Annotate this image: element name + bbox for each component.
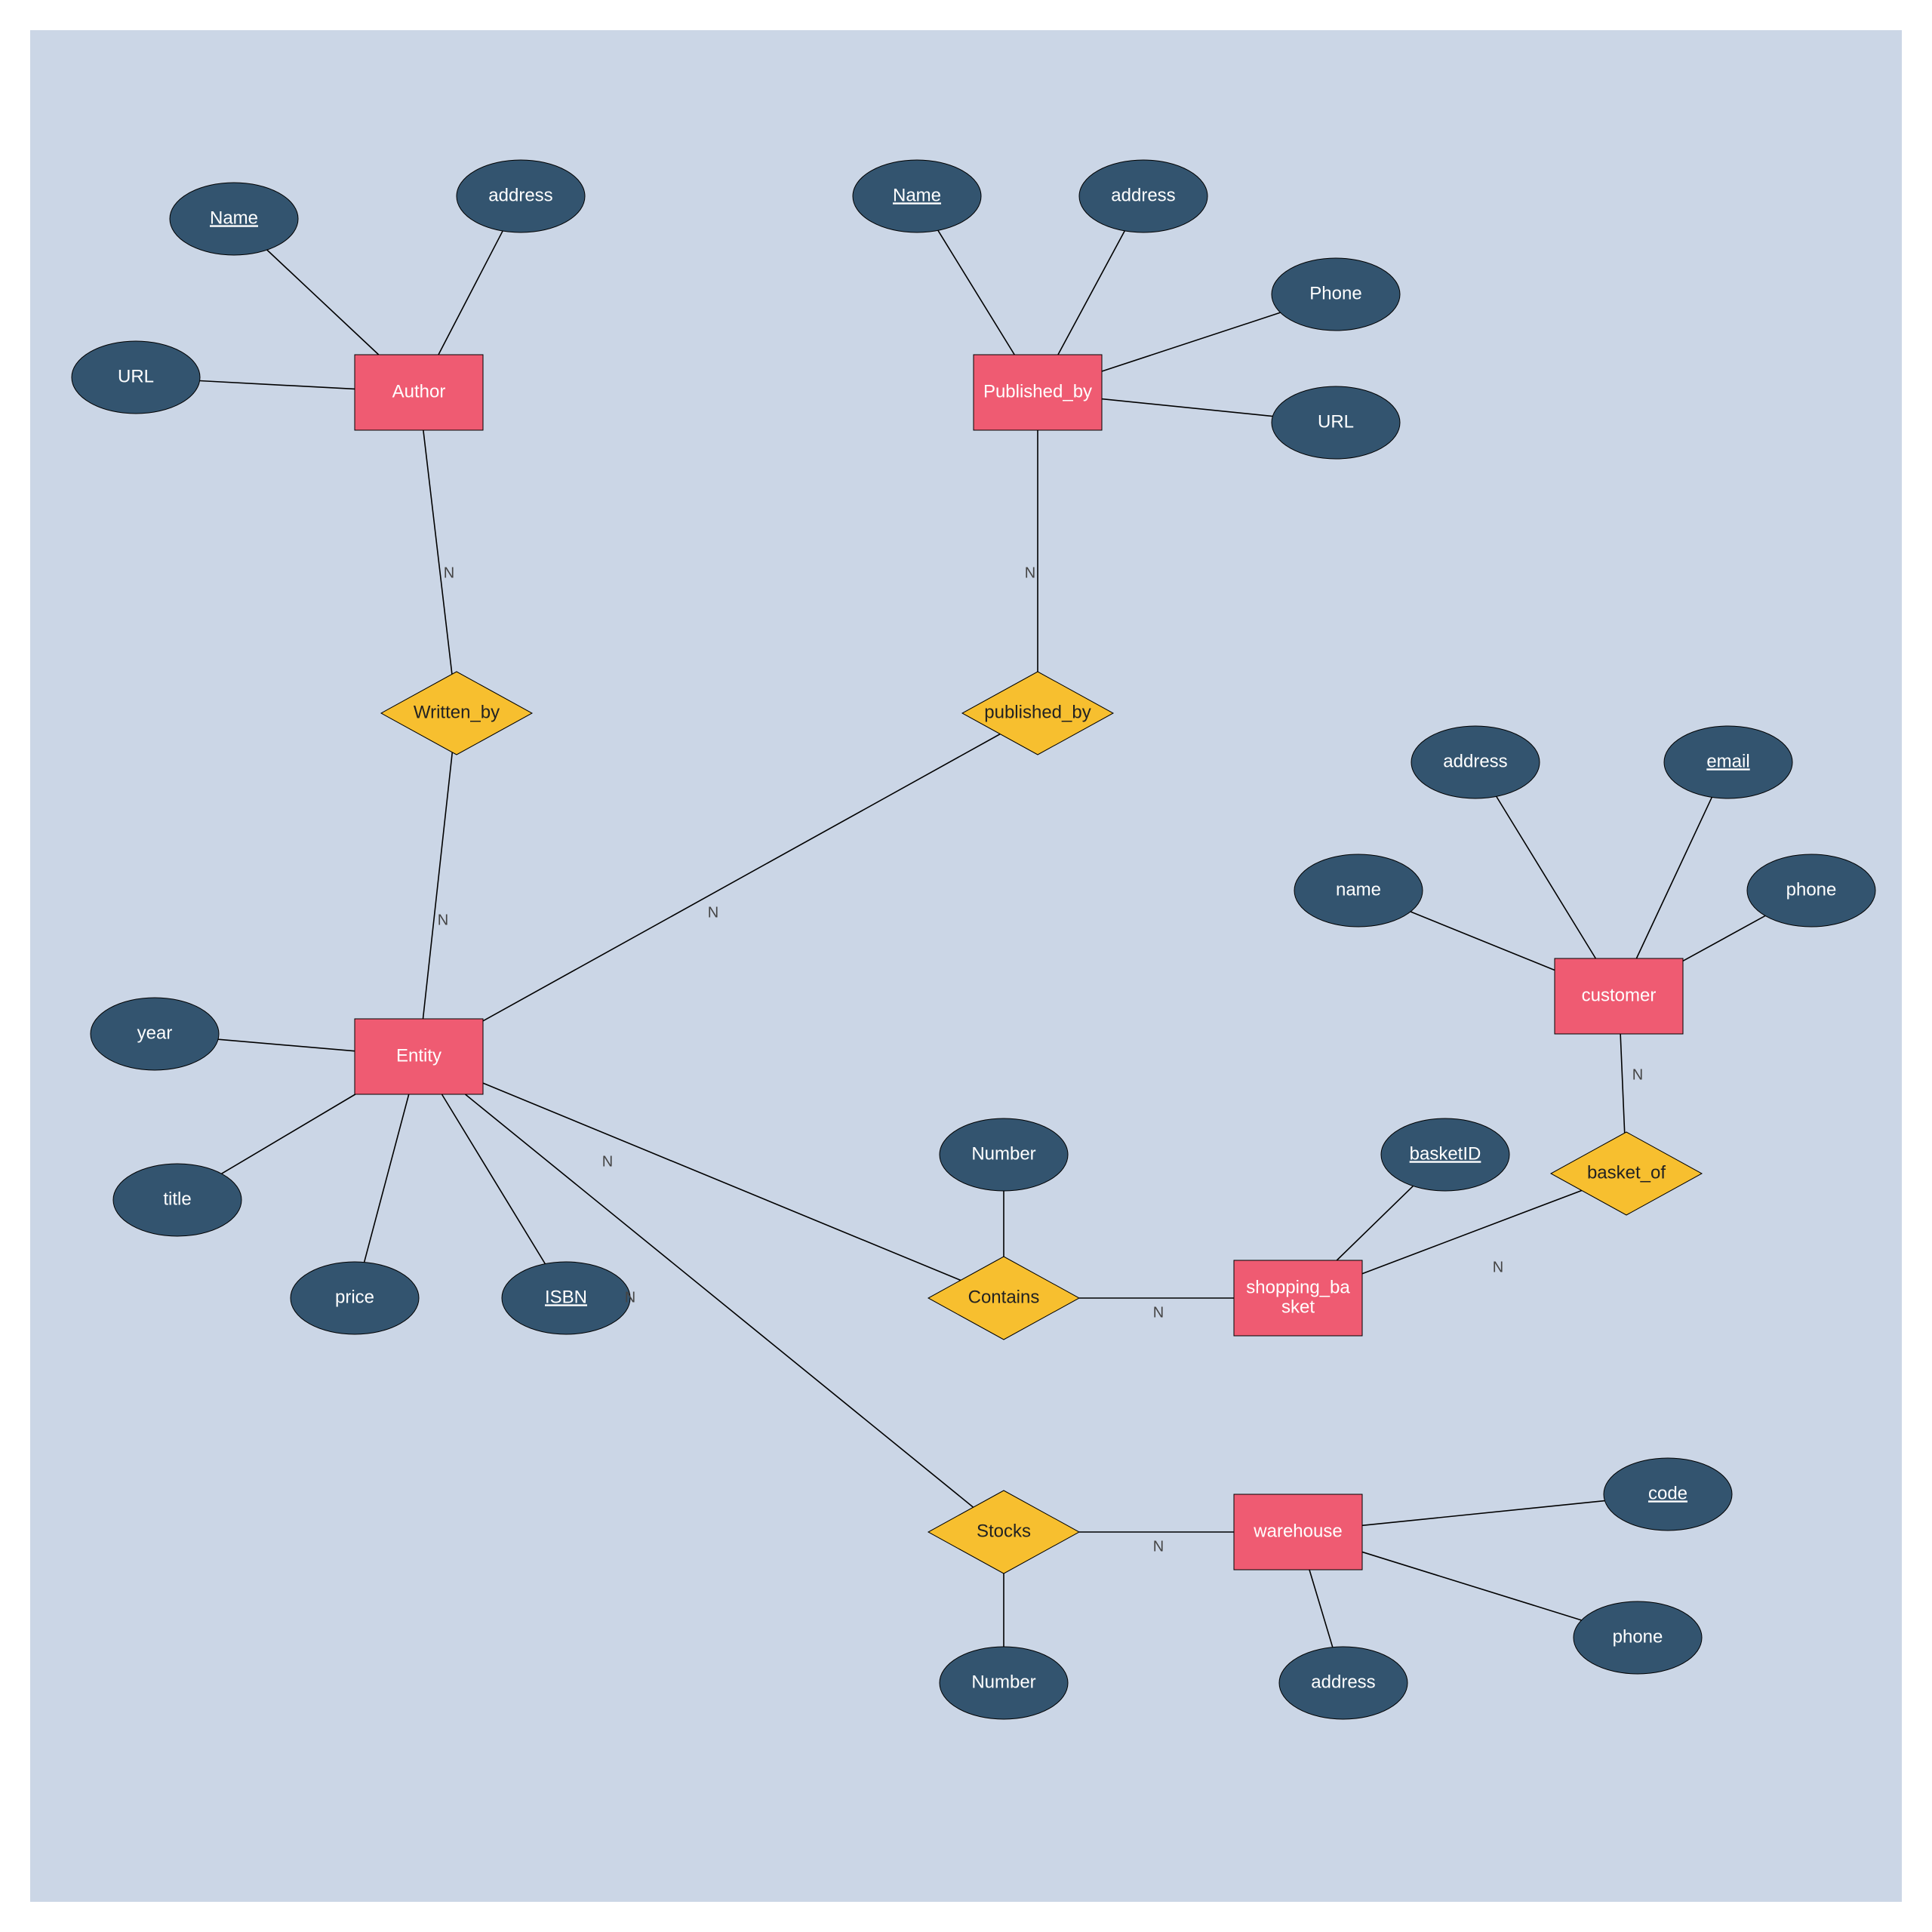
cardinality-label: N [1632,1066,1643,1083]
rel-attribute-contains_number: Number [940,1118,1068,1191]
attribute-ent_isbn: ISBN [502,1262,630,1334]
attribute-label: code [1648,1483,1687,1503]
entity-label: Published_by [983,381,1092,401]
entity-published_by: Published_by [974,355,1102,430]
er-diagram: Name address URL Name address Phone URL year tit… [0,0,1932,1932]
attribute-label: ISBN [545,1287,587,1307]
entity-author: Author [355,355,483,430]
attribute-label: year [137,1023,173,1043]
attribute-pub_phone: Phone [1272,258,1400,331]
cardinality-label: N [708,904,718,921]
entity-label: shopping_ba [1246,1277,1350,1297]
entity-entity: Entity [355,1019,483,1094]
entity-warehouse: warehouse [1234,1494,1362,1570]
attribute-label: URL [118,366,154,386]
attribute-label: phone [1613,1626,1663,1647]
attribute-wh_code: code [1604,1458,1732,1531]
cardinality-label: N [1153,1538,1164,1555]
attribute-basket_id: basketID [1381,1118,1509,1191]
entity-customer: customer [1555,958,1683,1034]
attribute-author_name: Name [170,183,298,255]
attribute-label: address [1443,751,1507,771]
attribute-ent_price: price [291,1262,419,1334]
entity-label: Author [392,381,446,401]
attribute-label: address [1111,185,1175,205]
attribute-label: email [1706,751,1749,771]
attribute-cust_address: address [1411,726,1540,798]
attribute-cust_phone: phone [1747,854,1875,927]
attribute-label: Name [210,208,258,228]
rel-attribute-label: Number [971,1672,1035,1692]
attribute-label: basketID [1410,1143,1481,1164]
entity-label: Entity [396,1045,441,1066]
attribute-wh_address: address [1279,1647,1407,1719]
attribute-label: URL [1318,411,1354,432]
attribute-ent_year: year [91,998,219,1070]
attribute-author_address: address [457,160,585,232]
cardinality-label: N [1025,565,1035,581]
attribute-label: Name [893,185,941,205]
entity-label: warehouse [1253,1521,1342,1541]
cardinality-label: N [444,565,454,581]
cardinality-label: N [438,912,448,928]
entity-label: customer [1582,985,1657,1005]
cardinality-label: N [625,1289,635,1306]
attribute-label: name [1336,879,1381,900]
attribute-pub_address: address [1079,160,1208,232]
attribute-cust_email: email [1664,726,1792,798]
attribute-cust_name: name [1294,854,1423,927]
rel-attribute-label: Number [971,1143,1035,1164]
attribute-label: address [488,185,552,205]
relationship-label: published_by [984,702,1091,722]
rel-attribute-stocks_number: Number [940,1647,1068,1719]
attribute-ent_title: title [113,1164,242,1236]
attribute-author_url: URL [72,341,200,414]
entity-shopping_basket: shopping_basket [1234,1260,1362,1336]
attribute-pub_name: Name [853,160,981,232]
attribute-label: price [335,1287,374,1307]
entity-label: sket [1281,1297,1315,1317]
cardinality-label: N [602,1153,613,1170]
attribute-pub_url: URL [1272,386,1400,459]
cardinality-label: N [1493,1259,1503,1275]
relationship-label: basket_of [1587,1162,1666,1183]
attribute-label: address [1311,1672,1375,1692]
attribute-wh_phone: phone [1574,1601,1702,1674]
relationship-label: Contains [968,1287,1040,1307]
relationship-label: Stocks [977,1521,1031,1541]
attribute-label: Phone [1309,283,1361,303]
relationship-label: Written_by [414,702,500,722]
cardinality-label: N [1153,1304,1164,1321]
attribute-label: phone [1786,879,1837,900]
attribute-label: title [163,1189,191,1209]
